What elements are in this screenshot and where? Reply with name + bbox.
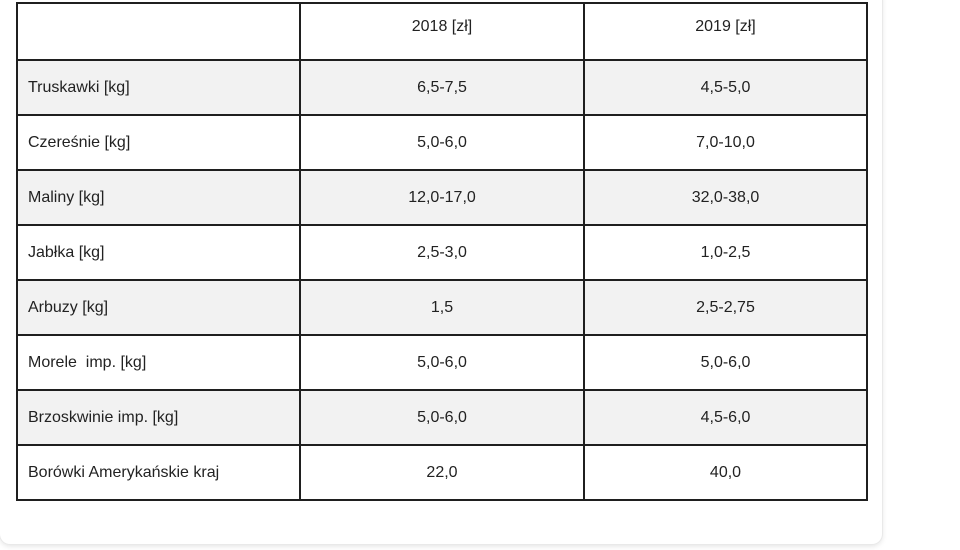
row-label: Jabłka [kg]: [16, 224, 301, 281]
row-label: Arbuzy [kg]: [16, 279, 301, 336]
value-2018: 5,0-6,0: [299, 334, 585, 391]
value-2018-text: 1,5: [430, 298, 454, 316]
value-2018: 6,5-7,5: [299, 59, 585, 116]
header-2019: 2019 [zł]: [583, 2, 868, 61]
value-2018: 12,0-17,0: [299, 169, 585, 226]
value-2019: 7,0-10,0: [583, 114, 868, 171]
row-label: Truskawki [kg]: [16, 59, 301, 116]
value-2018-text: 5,0-6,0: [417, 408, 467, 426]
header-2018: 2018 [zł]: [299, 2, 585, 61]
table-row: Morele imp. [kg] 5,0-6,0 5,0-6,0: [16, 334, 868, 391]
value-2019: 40,0: [583, 444, 868, 501]
header-empty-cell: [16, 2, 301, 61]
value-2018-text: 5,0-6,0: [417, 353, 467, 371]
value-2019: 4,5-5,0: [583, 59, 868, 116]
value-2018-text: 2,5-3,0: [417, 243, 467, 261]
value-2018: 1,5: [299, 279, 585, 336]
row-label: Czereśnie [kg]: [16, 114, 301, 171]
content-card: 2018 [zł] 2019 [zł] Truskawki [kg] 6,5-7…: [16, 2, 868, 501]
value-2019: 2,5-2,75: [583, 279, 868, 336]
value-2019: 1,0-2,5: [583, 224, 868, 281]
table-header-row: 2018 [zł] 2019 [zł]: [16, 2, 868, 61]
value-2019: 32,0-38,0: [583, 169, 868, 226]
row-label: Morele imp. [kg]: [16, 334, 301, 391]
value-2018-text: 12,0-17,0: [408, 188, 476, 206]
value-2019-text: 5,0-6,0: [700, 353, 751, 371]
row-label: Borówki Amerykańskie kraj: [16, 444, 301, 501]
value-2018-text: 6,5-7,5: [417, 78, 467, 96]
value-2019: 4,5-6,0: [583, 389, 868, 446]
row-label-text: Arbuzy [kg]: [28, 298, 109, 316]
table-row: Arbuzy [kg] 1,5 2,5-2,75: [16, 279, 868, 336]
table-row: Maliny [kg] 12,0-17,0 32,0-38,0: [16, 169, 868, 226]
row-label-text: Jabłka [kg]: [28, 243, 105, 261]
row-label-text: Truskawki [kg]: [28, 78, 130, 96]
row-label-text: Czereśnie [kg]: [28, 133, 131, 151]
row-label-text: Maliny [kg]: [28, 188, 105, 206]
table-row: Brzoskwinie imp. [kg] 5,0-6,0 4,5-6,0: [16, 389, 868, 446]
table-row: Truskawki [kg] 6,5-7,5 4,5-5,0: [16, 59, 868, 116]
value-2018-text: 5,0-6,0: [417, 133, 467, 151]
value-2019-text: 4,5-5,0: [700, 78, 751, 96]
value-2019-text: 2,5-2,75: [696, 298, 755, 316]
row-label-text: Brzoskwinie imp. [kg]: [28, 408, 179, 426]
row-label-text: Borówki Amerykańskie kraj: [28, 463, 220, 481]
row-label: Brzoskwinie imp. [kg]: [16, 389, 301, 446]
value-2019-text: 40,0: [709, 463, 742, 481]
value-2018: 2,5-3,0: [299, 224, 585, 281]
value-2019-text: 4,5-6,0: [700, 408, 751, 426]
price-table-wrapper: 2018 [zł] 2019 [zł] Truskawki [kg] 6,5-7…: [16, 2, 868, 501]
price-table: 2018 [zł] 2019 [zł] Truskawki [kg] 6,5-7…: [16, 2, 868, 501]
row-label-text: Morele imp. [kg]: [28, 353, 147, 371]
value-2019-text: 7,0-10,0: [696, 133, 755, 151]
row-label: Maliny [kg]: [16, 169, 301, 226]
table-row: Jabłka [kg] 2,5-3,0 1,0-2,5: [16, 224, 868, 281]
table-row: Borówki Amerykańskie kraj 22,0 40,0: [16, 444, 868, 501]
value-2018: 5,0-6,0: [299, 114, 585, 171]
value-2019-text: 1,0-2,5: [700, 243, 751, 261]
value-2019-text: 32,0-38,0: [691, 188, 760, 206]
value-2019: 5,0-6,0: [583, 334, 868, 391]
value-2018-text: 22,0: [426, 463, 458, 481]
value-2018: 5,0-6,0: [299, 389, 585, 446]
table-row: Czereśnie [kg] 5,0-6,0 7,0-10,0: [16, 114, 868, 171]
value-2018: 22,0: [299, 444, 585, 501]
